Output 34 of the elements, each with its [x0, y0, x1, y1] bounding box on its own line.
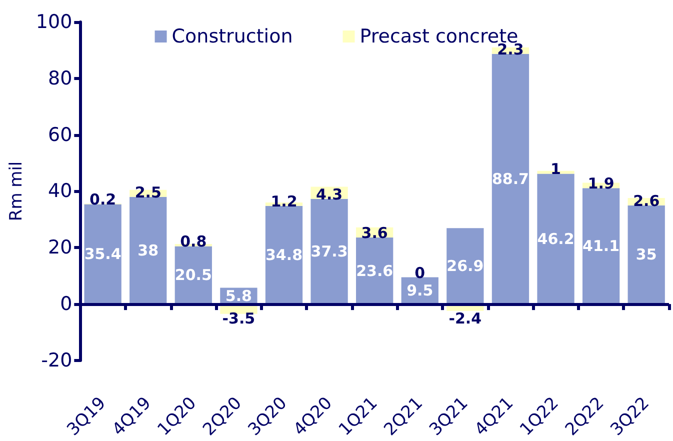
data-label: 2.5 [134, 183, 162, 202]
data-label: 4.3 [316, 185, 343, 204]
data-label: 0.2 [90, 190, 116, 209]
data-label: 37.3 [310, 242, 348, 260]
data-label: 9.5 [406, 282, 434, 300]
legend-label: Construction [172, 26, 293, 48]
data-label: -2.4 [448, 310, 482, 328]
data-label: 46.2 [537, 230, 574, 248]
y-tick-label: 40 [48, 180, 72, 202]
y-tick-label: 0 [60, 293, 72, 316]
y-tick-label: -20 [41, 349, 72, 372]
data-label: 23.6 [356, 262, 394, 280]
data-label: 35.4 [84, 245, 122, 264]
y-tick-label: 80 [48, 67, 72, 90]
data-label: 1 [550, 160, 561, 178]
data-label: 2.6 [633, 192, 660, 210]
y-tick-label: 20 [48, 236, 72, 259]
data-label: 20.5 [174, 266, 212, 284]
data-label: -3.5 [222, 310, 256, 328]
y-tick-label: 60 [48, 124, 72, 146]
data-label: 3.6 [361, 224, 388, 242]
data-label: 0 [414, 264, 426, 282]
data-label: 35 [636, 246, 657, 264]
data-label: 1.9 [588, 174, 614, 193]
data-label: 38 [138, 241, 159, 260]
y-tick-label: 100 [36, 11, 72, 33]
data-label: 41.1 [582, 237, 620, 256]
data-label: 26.9 [446, 257, 484, 276]
data-label: 88.7 [492, 170, 529, 188]
data-label: 5.8 [225, 286, 252, 305]
y-axis-title: Rm mil [6, 161, 26, 222]
data-label: 1.2 [270, 192, 298, 210]
data-label: 0.8 [180, 232, 207, 251]
data-label: 34.8 [265, 246, 302, 264]
